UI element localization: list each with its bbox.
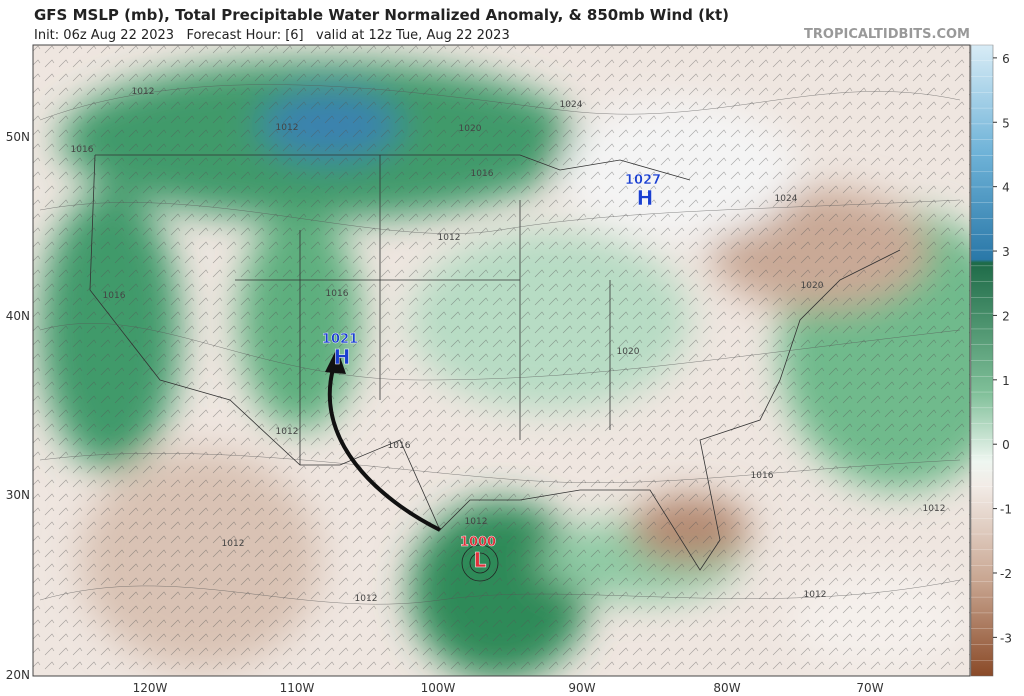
lon-label: 110W xyxy=(280,681,315,695)
center-pressure: 1021 xyxy=(322,332,358,347)
isobar-label: 1024 xyxy=(775,194,798,204)
isobar-label: 1012 xyxy=(438,233,461,243)
lon-label: 100W xyxy=(421,681,456,695)
isobar-label: 1012 xyxy=(355,594,378,604)
isobar-label: 1016 xyxy=(326,289,349,299)
colorbar-tick-label: 4 xyxy=(1002,181,1010,195)
isobar-label: 1012 xyxy=(804,590,827,600)
lat-label: 50N xyxy=(6,130,30,144)
colorbar-tick-label: 6 xyxy=(1002,52,1010,66)
colorbar-tick-label: 3 xyxy=(1002,245,1010,259)
center-letter: L xyxy=(474,548,487,572)
colorbar-tick-label: -2 xyxy=(1000,567,1012,581)
isobar-label: 1012 xyxy=(276,123,299,133)
lat-label: 40N xyxy=(6,309,30,323)
lon-label: 90W xyxy=(568,681,595,695)
colorbar-tick-label: 5 xyxy=(1002,116,1010,130)
map-frame xyxy=(32,44,971,677)
isobar-label: 1024 xyxy=(560,100,583,110)
lon-label: 120W xyxy=(133,681,168,695)
isobar-label: 1012 xyxy=(276,427,299,437)
isobar-label: 1012 xyxy=(923,504,946,514)
center-pressure: 1000 xyxy=(460,535,496,550)
map xyxy=(33,45,970,676)
colorbar-tick-label: 1 xyxy=(1002,374,1010,388)
isobar-label: 1012 xyxy=(222,539,245,549)
colorbar-tick-label: 0 xyxy=(1002,438,1010,452)
isobar-label: 1012 xyxy=(132,87,155,97)
isobar-label: 1016 xyxy=(751,471,774,481)
isobar-label: 1016 xyxy=(388,441,411,451)
lat-label: 30N xyxy=(6,488,30,502)
lon-label: 70W xyxy=(856,681,883,695)
isobar-label: 1016 xyxy=(71,145,94,155)
colorbar-tick-label: -3 xyxy=(1000,631,1012,645)
subtitle: Init: 06z Aug 22 2023 Forecast Hour: [6]… xyxy=(34,28,510,43)
center-pressure: 1027 xyxy=(625,173,661,188)
center-letter: H xyxy=(637,186,654,210)
lat-label: 20N xyxy=(6,668,30,682)
colorbar-tick-label: -1 xyxy=(1000,503,1012,517)
site-label: TROPICALTIDBITS.COM xyxy=(804,27,970,42)
title: GFS MSLP (mb), Total Precipitable Water … xyxy=(34,6,729,24)
isobar-label: 1016 xyxy=(471,169,494,179)
isobar-label: 1016 xyxy=(103,291,126,301)
isobar-label: 1020 xyxy=(801,281,824,291)
isobar-label: 1020 xyxy=(617,347,640,357)
isobar-label: 1012 xyxy=(465,517,488,527)
center-letter: H xyxy=(334,345,351,369)
lon-label: 80W xyxy=(713,681,740,695)
isobar-label: 1020 xyxy=(459,124,482,134)
colorbar-tick-label: 2 xyxy=(1002,309,1010,323)
